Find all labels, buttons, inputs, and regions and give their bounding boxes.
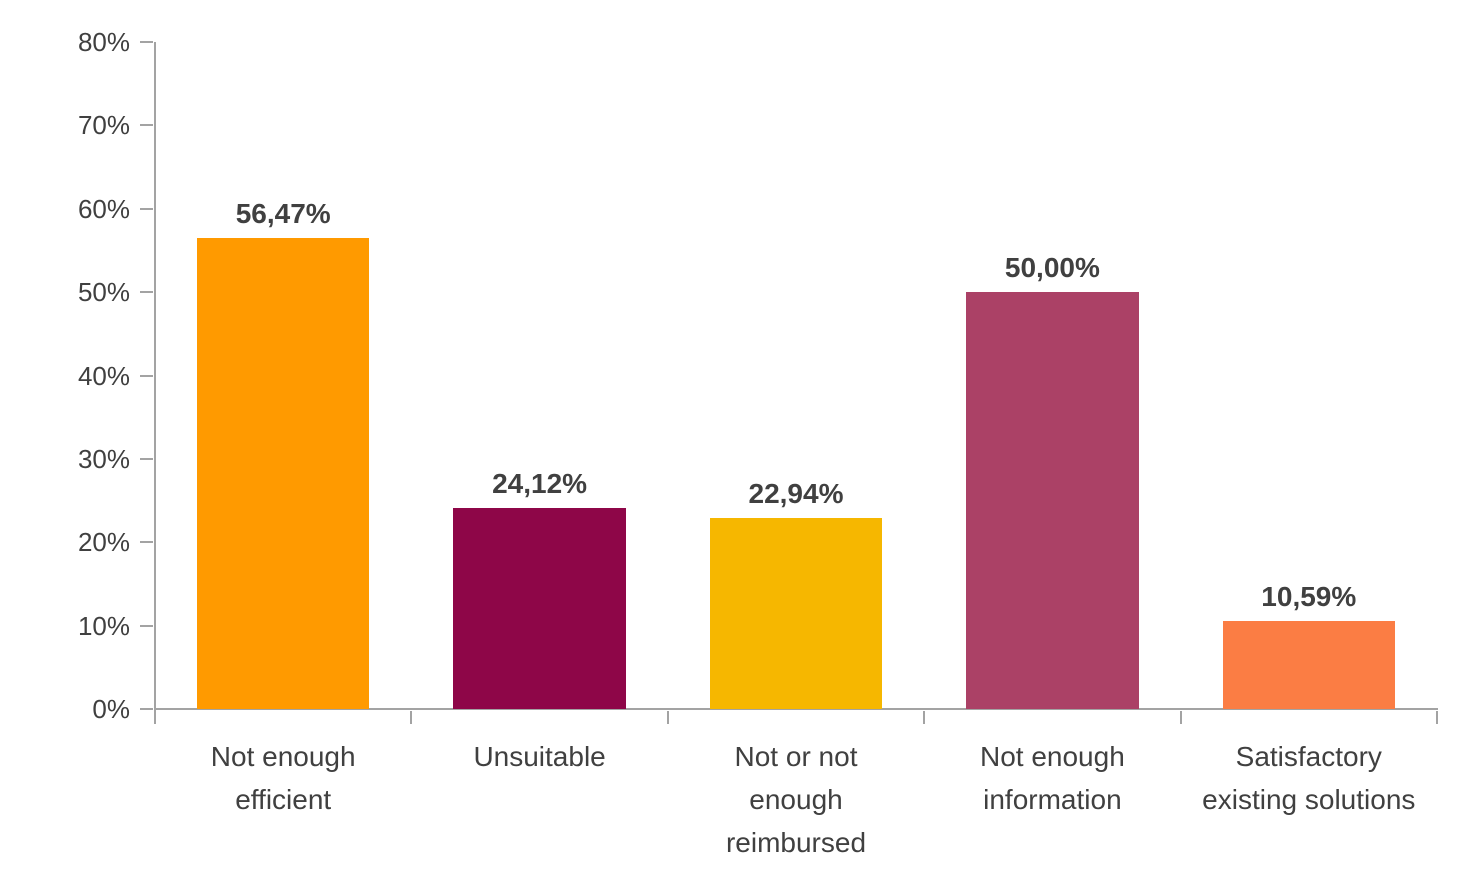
bar <box>966 292 1139 709</box>
y-axis-tick <box>140 41 153 43</box>
y-axis-tick-label: 50% <box>77 277 130 308</box>
y-axis-tick-label: 80% <box>77 27 130 57</box>
x-axis-tick <box>923 711 926 724</box>
category-label: Not enough efficient <box>210 741 356 815</box>
y-axis-tick <box>140 291 153 294</box>
bar-value-label: 50,00% <box>1004 252 1100 284</box>
y-axis-tick-label: 70% <box>77 110 130 141</box>
y-axis-tick-label: 30% <box>77 443 130 474</box>
y-axis-tick-label: 0% <box>92 694 130 724</box>
y-axis-tick <box>140 457 153 460</box>
y-axis-tick-label: 40% <box>77 360 130 391</box>
category-label: Unsuitable <box>473 741 606 772</box>
y-axis-tick <box>140 374 153 377</box>
x-axis-tick <box>154 711 156 724</box>
y-axis-tick <box>140 207 153 210</box>
bar <box>709 517 883 709</box>
bar <box>453 507 626 709</box>
plot-area: 0% 10% 20% 30% 40% 50% 60% 70% 80% 56,47% Not enou… <box>78 29 1438 858</box>
y-axis-tick-label: 60% <box>77 193 130 224</box>
bar <box>197 238 370 709</box>
bar-value-label: 24,12% <box>492 467 588 499</box>
y-axis-tick <box>140 708 153 710</box>
bar-value-label: 10,59% <box>1261 580 1357 612</box>
category-label: Satisfactory existing solutions <box>1202 741 1416 815</box>
bar <box>1222 620 1395 709</box>
x-axis-tick <box>666 711 669 724</box>
y-axis-tick <box>140 124 153 127</box>
y-axis-tick <box>140 541 153 544</box>
category-label: Not or not enough reimbursed <box>725 741 867 858</box>
y-axis-tick <box>140 624 153 627</box>
y-axis-tick-label: 10% <box>77 610 130 641</box>
y-axis-line <box>154 42 156 711</box>
bar-value-label: 22,94% <box>748 477 844 509</box>
x-axis-tick <box>410 711 413 724</box>
x-axis-tick <box>1436 711 1438 724</box>
x-axis-line <box>154 708 1438 710</box>
bar-value-label: 56,47% <box>235 198 331 230</box>
y-axis-tick-label: 20% <box>77 527 130 558</box>
category-label: Not enough information <box>979 741 1125 815</box>
x-axis-tick <box>1179 711 1182 724</box>
